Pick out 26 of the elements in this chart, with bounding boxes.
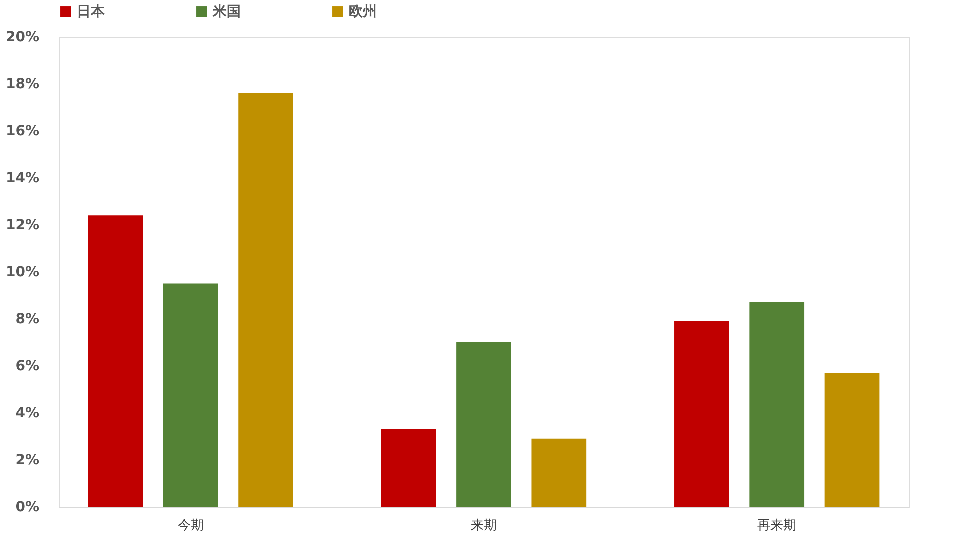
bar xyxy=(456,342,512,507)
x-tick-label: 来期 xyxy=(471,518,497,534)
y-tick-label: 10% xyxy=(6,264,40,280)
x-tick-label: 再来期 xyxy=(758,518,797,534)
y-tick-label: 18% xyxy=(6,76,40,92)
y-tick-label: 6% xyxy=(16,358,40,374)
bar xyxy=(824,373,880,507)
bar xyxy=(88,216,144,507)
legend-label: 米国 xyxy=(212,4,241,20)
bar xyxy=(163,284,218,507)
bar xyxy=(532,438,587,507)
legend-label: 日本 xyxy=(77,4,106,20)
y-tick-label: 4% xyxy=(16,406,40,422)
bar xyxy=(674,321,730,507)
y-tick-label: 12% xyxy=(6,218,40,234)
y-tick-label: 16% xyxy=(6,124,40,140)
legend-label: 欧州 xyxy=(349,4,377,20)
y-tick-label: 2% xyxy=(16,452,40,468)
bar xyxy=(238,93,294,507)
bar xyxy=(750,302,805,507)
x-tick-label: 今期 xyxy=(178,518,204,534)
y-tick-label: 0% xyxy=(16,500,40,516)
y-tick-label: 8% xyxy=(16,312,40,328)
bar xyxy=(381,429,436,507)
y-tick-label: 14% xyxy=(6,170,40,186)
y-tick-label: 20% xyxy=(6,30,40,46)
